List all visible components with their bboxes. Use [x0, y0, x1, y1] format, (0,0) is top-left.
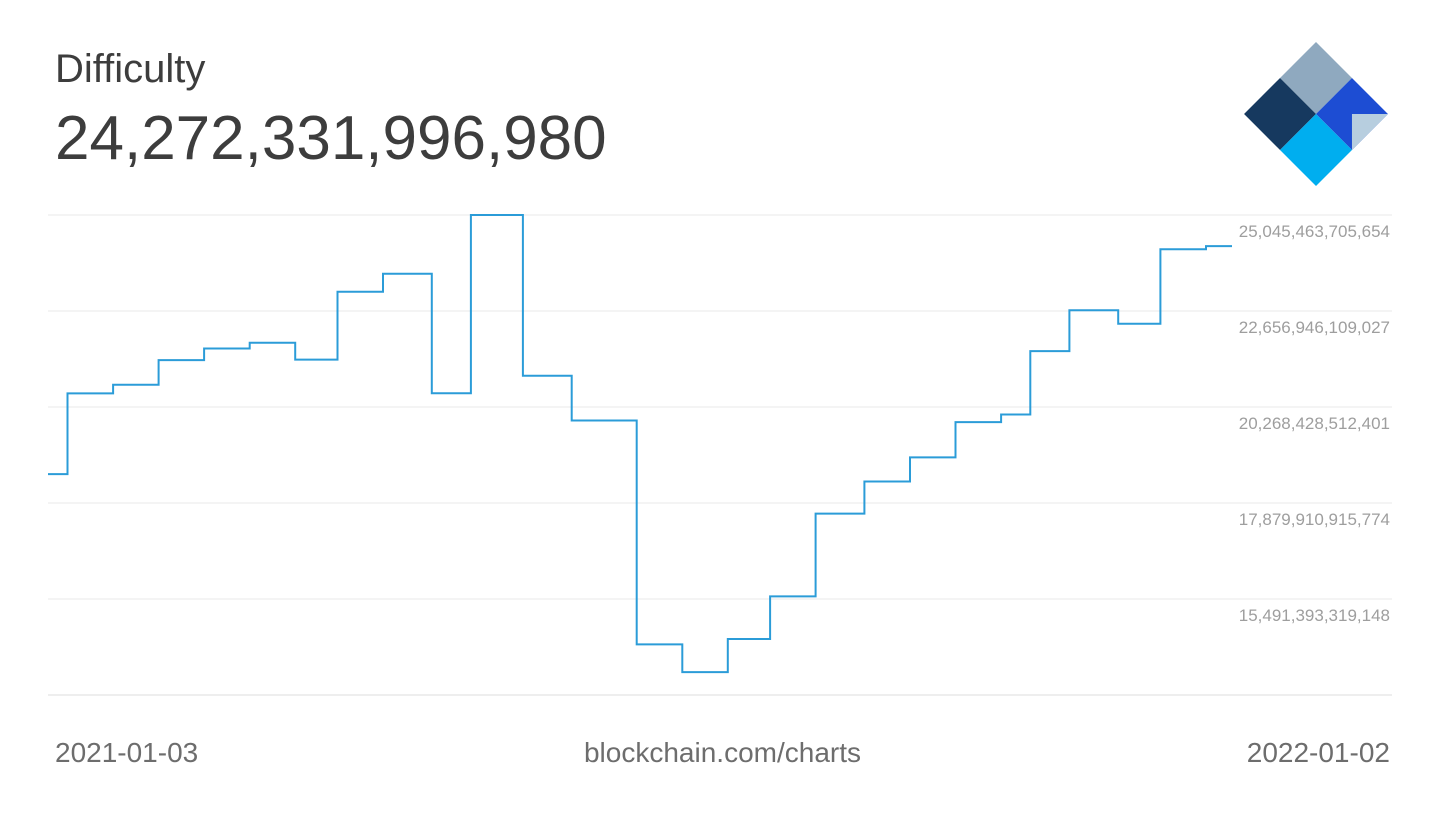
- blockchain-logo[interactable]: [1240, 38, 1392, 190]
- logo-bottom-facet-icon: [1280, 114, 1352, 186]
- x-axis-start-label: 2021-01-03: [55, 737, 199, 768]
- x-axis-end-label: 2022-01-02: [1246, 737, 1390, 768]
- chart-header: Difficulty 24,272,331,996,980: [55, 46, 607, 174]
- current-difficulty-value: 24,272,331,996,980: [55, 104, 607, 173]
- difficulty-series-line: [48, 214, 1232, 674]
- logo-top-facet-icon: [1280, 42, 1352, 115]
- x-axis-labels: 2021-01-03 blockchain.com/charts 2022-01…: [0, 736, 1440, 770]
- watermark-link[interactable]: blockchain.com/charts: [583, 737, 861, 768]
- page-title: Difficulty: [55, 47, 206, 91]
- logo-left-facet-icon: [1244, 78, 1316, 150]
- logo-accent-facet-icon: [1351, 114, 1388, 150]
